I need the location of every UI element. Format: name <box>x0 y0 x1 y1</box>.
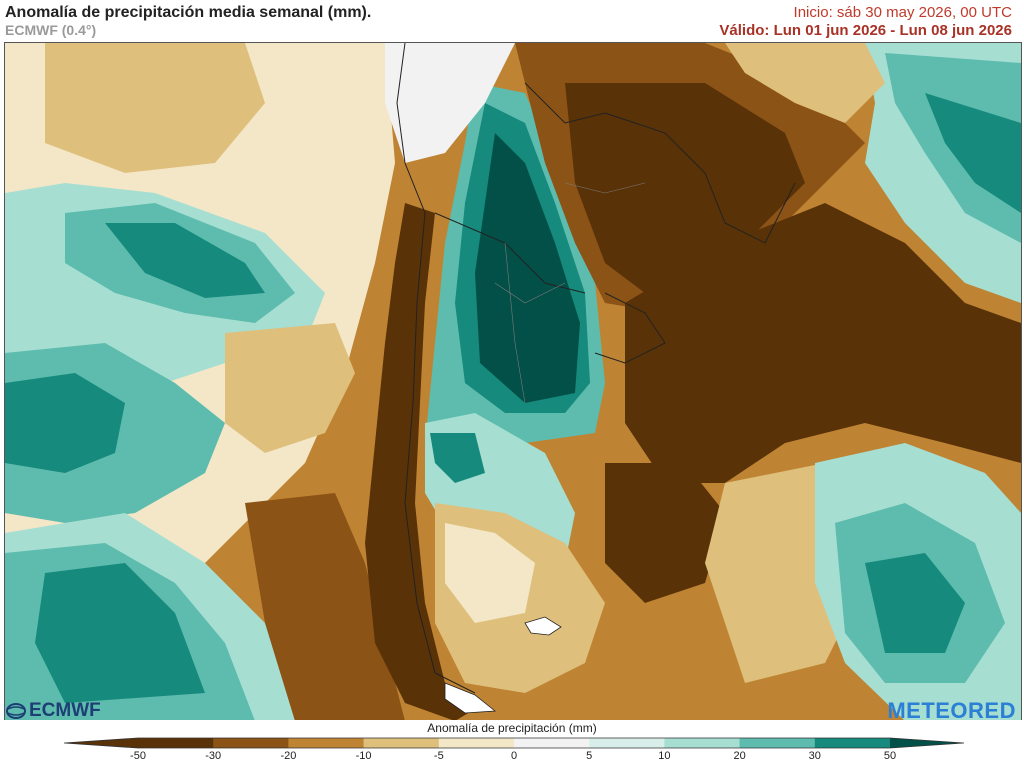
pacific-wet-south-core <box>35 563 205 703</box>
colorbar-segment <box>213 738 289 748</box>
valid-period: Válido: Lun 01 jun 2026 - Lun 08 jun 202… <box>719 22 1012 39</box>
legend: Anomalía de precipitación (mm) -50 -30 -20… <box>0 720 1024 764</box>
patagonia-faint <box>445 523 535 623</box>
legend-tick-label: 5 <box>586 750 593 762</box>
legend-tick-label: 50 <box>883 750 897 762</box>
ecmwf-logo-text: ECMWF <box>29 700 101 721</box>
ecmwf-logo: ECMWF <box>6 700 101 722</box>
colorbar-segment <box>288 738 365 748</box>
country-borders <box>396 43 796 694</box>
province-borders <box>494 182 646 404</box>
legend-tick-label: 10 <box>658 750 671 762</box>
colorbar-segment <box>814 738 891 748</box>
atlantic-wet-northeast-core <box>925 93 1021 213</box>
patagonia-wet-core <box>430 433 485 483</box>
colorbar-segment <box>664 738 741 748</box>
colorbar-segments <box>63 737 965 749</box>
colorbar-segment <box>438 738 515 748</box>
colorbar-segment <box>589 738 665 748</box>
colorbar-segment <box>363 738 440 748</box>
legend-colorbar <box>63 737 965 749</box>
legend-tick-label: 0 <box>510 750 518 762</box>
atlantic-dry-patch <box>605 463 725 603</box>
legend-tick-label: 20 <box>733 750 746 762</box>
map-title: Anomalía de precipitación media semanal … <box>5 4 372 21</box>
init-time: Inicio: sáb 30 may 2026, 00 UTC <box>793 4 1012 21</box>
legend-tick-label: -5 <box>433 750 444 762</box>
pacific-dry-south <box>245 493 405 721</box>
brazil-slight-dry-north <box>725 43 885 123</box>
pacific-wet-core <box>105 223 265 298</box>
andes-dry-strip <box>365 203 485 721</box>
argentina-wet-core <box>475 133 580 403</box>
atlantic-wet-southeast-core <box>865 553 965 653</box>
pacific-wet-mid-core <box>5 373 125 473</box>
meteored-logo: METEORED <box>887 698 1016 723</box>
header: Anomalía de precipitación media semanal … <box>0 0 1024 42</box>
colorbar-segment <box>514 738 590 748</box>
legend-title: Anomalía de precipitación (mm) <box>427 721 597 735</box>
atlantic-dry-core <box>625 203 1021 483</box>
colorbar-outline <box>63 737 965 749</box>
map-canvas <box>5 43 1021 721</box>
tierra-del-fuego <box>444 682 497 714</box>
colorbar-arrow-low <box>64 738 138 748</box>
colorbar-segment <box>138 738 214 748</box>
colorbar-arrow-high <box>890 738 964 748</box>
legend-tick-label: -50 <box>130 750 146 762</box>
legend-tick-label: 30 <box>808 750 821 762</box>
legend-tick-label: -20 <box>280 750 297 762</box>
legend-tick-label: -30 <box>205 750 222 762</box>
ecmwf-globe-icon <box>6 703 26 719</box>
model-label: ECMWF (0.4°) <box>5 22 97 38</box>
andes-north-neutral <box>385 43 515 163</box>
precipitation-anomaly-map <box>4 42 1022 722</box>
pacific-dry-patch <box>225 323 355 453</box>
colorbar-segment <box>739 738 816 748</box>
malvinas-islands <box>524 616 562 636</box>
legend-tick-label: -10 <box>355 750 372 762</box>
pacific-dry-north <box>45 43 265 173</box>
